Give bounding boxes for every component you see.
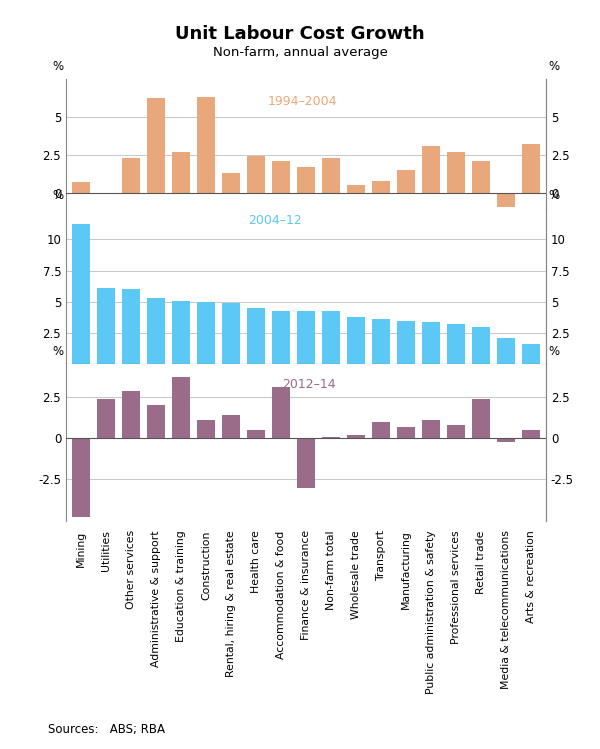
Bar bbox=[221, 303, 241, 364]
Bar bbox=[497, 438, 515, 442]
Bar bbox=[197, 420, 215, 438]
Bar bbox=[272, 161, 290, 192]
Bar bbox=[247, 157, 265, 192]
Text: 1994–2004: 1994–2004 bbox=[268, 94, 337, 108]
Bar bbox=[446, 152, 466, 192]
Text: Non-farm, annual average: Non-farm, annual average bbox=[212, 46, 388, 59]
Bar bbox=[397, 427, 415, 438]
Bar bbox=[197, 97, 215, 192]
Bar bbox=[296, 167, 316, 192]
Bar bbox=[146, 98, 166, 192]
Bar bbox=[521, 144, 541, 192]
Bar bbox=[397, 170, 415, 192]
Bar bbox=[521, 430, 541, 438]
Bar bbox=[322, 158, 340, 192]
Text: 2004–12: 2004–12 bbox=[248, 213, 302, 227]
Bar bbox=[371, 319, 391, 364]
Bar bbox=[472, 399, 490, 438]
Text: %: % bbox=[52, 345, 64, 358]
Bar bbox=[71, 182, 91, 192]
Bar bbox=[472, 161, 490, 192]
Bar bbox=[422, 145, 440, 192]
Bar bbox=[122, 289, 140, 364]
Bar bbox=[347, 435, 365, 438]
Bar bbox=[146, 298, 166, 364]
Bar bbox=[371, 422, 391, 438]
Text: Sources:   ABS; RBA: Sources: ABS; RBA bbox=[48, 723, 165, 736]
Bar bbox=[371, 181, 391, 192]
Bar bbox=[446, 425, 466, 438]
Bar bbox=[422, 322, 440, 364]
Bar bbox=[172, 377, 190, 438]
Bar bbox=[247, 308, 265, 364]
Bar bbox=[296, 438, 316, 488]
Bar bbox=[71, 438, 91, 518]
Bar bbox=[422, 420, 440, 438]
Bar bbox=[446, 324, 466, 364]
Bar bbox=[172, 152, 190, 192]
Bar bbox=[146, 405, 166, 438]
Bar bbox=[97, 399, 115, 438]
Bar bbox=[322, 437, 340, 438]
Bar bbox=[521, 345, 541, 364]
Bar bbox=[272, 387, 290, 438]
Bar bbox=[197, 302, 215, 364]
Bar bbox=[247, 430, 265, 438]
Bar bbox=[347, 317, 365, 364]
Text: %: % bbox=[52, 189, 64, 201]
Bar bbox=[397, 321, 415, 364]
Text: %: % bbox=[548, 61, 560, 73]
Bar bbox=[221, 173, 241, 192]
Bar bbox=[122, 391, 140, 438]
Bar bbox=[122, 158, 140, 192]
Bar bbox=[322, 311, 340, 364]
Text: %: % bbox=[548, 345, 560, 358]
Bar bbox=[472, 327, 490, 364]
Text: %: % bbox=[548, 189, 560, 201]
Bar bbox=[221, 415, 241, 438]
Bar bbox=[71, 225, 91, 364]
Text: %: % bbox=[52, 61, 64, 73]
Text: Unit Labour Cost Growth: Unit Labour Cost Growth bbox=[175, 25, 425, 43]
Bar bbox=[497, 338, 515, 364]
Bar bbox=[97, 192, 115, 195]
Bar bbox=[172, 300, 190, 364]
Bar bbox=[296, 311, 316, 364]
Bar bbox=[97, 288, 115, 364]
Bar bbox=[272, 311, 290, 364]
Bar bbox=[497, 192, 515, 207]
Bar bbox=[347, 185, 365, 192]
Text: 2012–14: 2012–14 bbox=[282, 377, 335, 391]
